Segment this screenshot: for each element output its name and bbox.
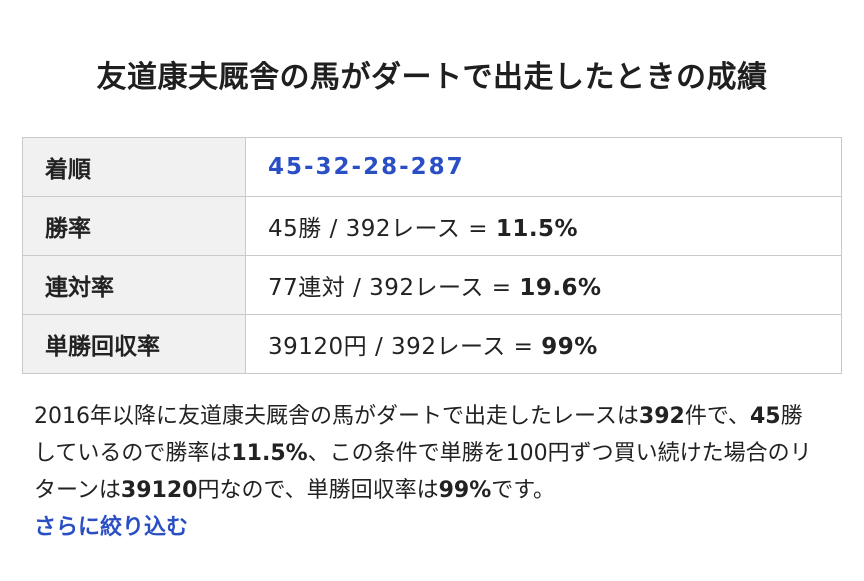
summary-part: 件で、 [684, 404, 750, 429]
separator: / [321, 216, 346, 242]
summary-part: 円なので、単勝回収率は [197, 478, 439, 503]
summary-bold: 392 [638, 404, 685, 429]
separator: / [345, 275, 370, 301]
refine-link[interactable]: さらに絞り込む [34, 515, 189, 540]
separator: / [367, 334, 392, 360]
row-label: 連対率 [22, 255, 246, 315]
table-row-return-rate: 単勝回収率 39120円 / 392レース = 99% [22, 314, 842, 374]
row-label: 勝率 [22, 196, 246, 256]
row-label: 着順 [22, 137, 246, 197]
summary-part: 、この条件で単勝を100円ずつ買い続けた場合のリターンは [34, 441, 812, 503]
race-count: 392レース [345, 216, 461, 242]
stats-table: 着順 45-32-28-287 勝率 45勝 / 392レース = 11.5% … [22, 137, 842, 374]
summary-bold: 11.5% [231, 441, 308, 466]
return-rate-result: 99% [541, 334, 598, 360]
finish-record: 45-32-28-287 [268, 154, 465, 180]
win-count: 45勝 [268, 216, 322, 242]
return-amount: 39120円 [268, 334, 368, 360]
equals: = [483, 275, 520, 301]
row-value: 77連対 / 392レース = 19.6% [245, 255, 842, 315]
summary-text: 2016年以降に友道康夫厩舎の馬がダートで出走したレースは392件で、45勝して… [34, 398, 824, 546]
summary-bold: 39120 [120, 478, 198, 503]
summary-part: 勝しているので勝率は [34, 404, 803, 466]
equals: = [505, 334, 542, 360]
race-count: 392レース [369, 275, 484, 301]
equals: = [460, 216, 496, 242]
summary-part: です。 [491, 478, 556, 503]
table-row-place-rate: 連対率 77連対 / 392レース = 19.6% [22, 255, 842, 315]
row-label: 単勝回収率 [22, 314, 246, 374]
row-value: 45勝 / 392レース = 11.5% [245, 196, 842, 256]
table-row-win-rate: 勝率 45勝 / 392レース = 11.5% [22, 196, 842, 256]
rentai-count: 77連対 [268, 275, 346, 301]
row-value: 45-32-28-287 [245, 137, 842, 197]
table-row-chakujun: 着順 45-32-28-287 [22, 137, 842, 197]
page-title: 友道康夫厩舎の馬がダートで出走したときの成績 [96, 60, 768, 95]
row-value: 39120円 / 392レース = 99% [245, 314, 842, 374]
summary-bold: 99% [438, 478, 492, 503]
summary-bold: 45 [749, 404, 781, 429]
race-count: 392レース [391, 334, 506, 360]
summary-part: 2016年以降に友道康夫厩舎の馬がダートで出走したレースは [34, 404, 639, 429]
win-rate-result: 11.5% [495, 216, 579, 242]
rentai-rate-result: 19.6% [519, 275, 602, 301]
